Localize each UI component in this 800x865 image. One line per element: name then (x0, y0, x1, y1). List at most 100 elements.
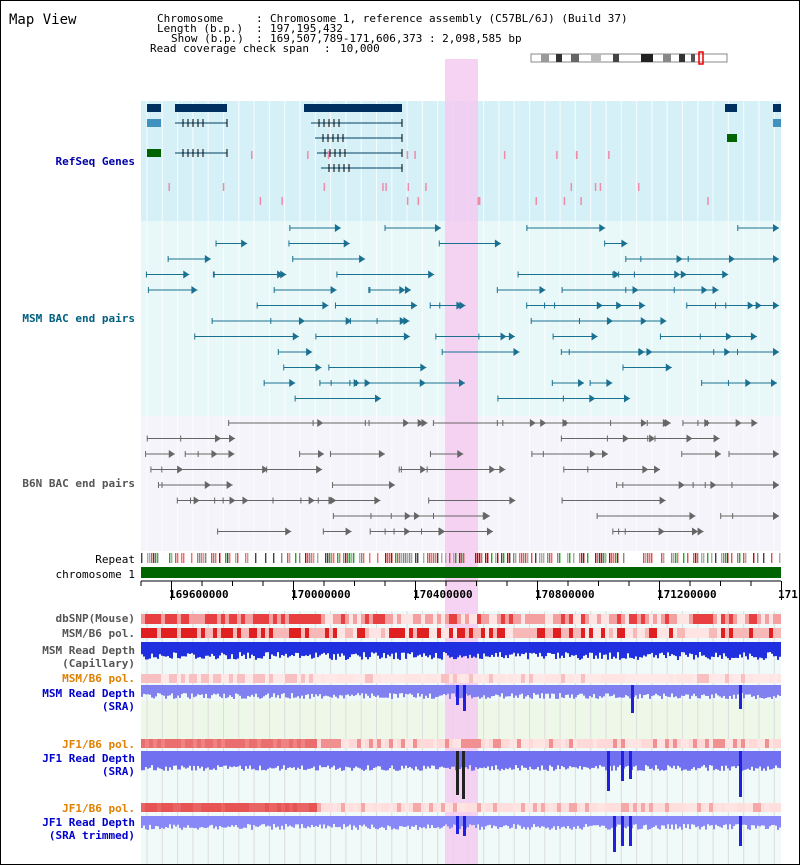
depth-bar (561, 816, 563, 828)
depth-bar (355, 816, 357, 828)
heat-cell (681, 739, 685, 748)
heat-cell (461, 674, 465, 683)
depth-bar (207, 816, 209, 828)
depth-bar (279, 685, 281, 699)
depth-bar (191, 685, 193, 694)
heat-cell (177, 674, 181, 683)
depth-bar (441, 685, 443, 696)
heat-cell (489, 628, 493, 638)
depth-bar (527, 751, 529, 770)
track-label-b6n-bac[interactable]: B6N BAC end pairs (22, 477, 135, 490)
heat-cell (385, 674, 389, 683)
depth-bar (347, 816, 349, 827)
track-label-refseq[interactable]: RefSeq Genes (55, 155, 135, 168)
heat-cell (517, 628, 521, 638)
repeat-feature (227, 553, 229, 563)
depth-bar (659, 816, 661, 830)
heat-cell (741, 628, 745, 638)
depth-bar (653, 685, 655, 696)
gene-block (147, 104, 161, 112)
repeat-feature (331, 553, 333, 563)
heat-cell (749, 614, 753, 624)
depth-bar (189, 816, 191, 828)
depth-bar (317, 816, 319, 827)
bac-end-pair (306, 348, 313, 356)
depth-bar (213, 685, 215, 694)
heat-cell (473, 674, 477, 683)
depth-bar (555, 751, 557, 770)
depth-bar (567, 816, 569, 826)
page-title: Map View (9, 12, 77, 28)
heat-cell (445, 739, 449, 748)
depth-bar (669, 751, 671, 767)
depth-bar (651, 642, 653, 653)
depth-bar (157, 751, 159, 768)
depth-bar (579, 816, 581, 829)
heat-cell (737, 628, 741, 638)
depth-bar (705, 642, 707, 658)
depth-bar (195, 642, 197, 659)
heat-cell (609, 674, 613, 683)
heat-cell (173, 674, 177, 683)
heat-cell (449, 614, 453, 624)
repeat-feature (423, 553, 425, 563)
track-label-msm-depth-cap-sub: (Capillary) (62, 657, 135, 670)
depth-bar (255, 816, 257, 827)
depth-bar (281, 751, 283, 769)
depth-bar (449, 751, 451, 770)
bac-end-pair (228, 450, 235, 458)
depth-bar (165, 685, 167, 699)
heat-cell (425, 614, 429, 624)
heat-cell (313, 614, 317, 624)
depth-bar (661, 816, 663, 826)
depth-bar (243, 642, 245, 655)
axis-tick-label: 171200000 (657, 588, 717, 601)
depth-bar (247, 685, 249, 696)
repeat-feature (309, 553, 311, 563)
heat-cell (689, 628, 693, 638)
depth-bar (175, 642, 177, 653)
track-label-msm-bac[interactable]: MSM BAC end pairs (22, 312, 135, 325)
depth-bar (195, 816, 197, 829)
heat-cell (601, 614, 605, 624)
depth-bar (315, 685, 317, 695)
depth-bar (517, 642, 519, 654)
heat-cell (753, 803, 757, 812)
depth-bar (537, 685, 539, 695)
depth-bar (149, 751, 151, 768)
depth-bar (505, 751, 507, 769)
heat-cell (465, 614, 469, 624)
heat-cell (205, 674, 209, 683)
depth-bar (359, 816, 361, 826)
bac-end-pair (773, 301, 779, 310)
depth-bar (433, 751, 435, 766)
heat-cell (733, 739, 737, 748)
depth-bar (149, 816, 151, 825)
depth-bar (507, 642, 509, 659)
heat-cell (453, 628, 457, 638)
heat-cell (329, 803, 333, 812)
depth-bar (757, 816, 759, 826)
depth-bar (425, 816, 427, 829)
pink-feature (478, 197, 481, 205)
depth-bar (689, 685, 691, 699)
depth-bar (259, 751, 261, 766)
heat-cell (337, 674, 341, 683)
depth-bar (599, 642, 601, 653)
heat-cell (553, 739, 557, 748)
depth-bar (351, 816, 353, 830)
heat-cell (505, 674, 509, 683)
heat-cell (581, 628, 585, 638)
heat-cell (189, 628, 193, 638)
depth-bar (727, 685, 729, 699)
depth-bar (591, 751, 593, 768)
depth-bar (447, 642, 449, 656)
depth-bar (623, 685, 625, 698)
heat-cell (485, 628, 489, 638)
pink-feature (407, 183, 410, 191)
heat-cell (549, 803, 553, 812)
depth-bar (725, 642, 727, 657)
depth-bar (219, 751, 221, 767)
repeat-feature (389, 553, 391, 563)
